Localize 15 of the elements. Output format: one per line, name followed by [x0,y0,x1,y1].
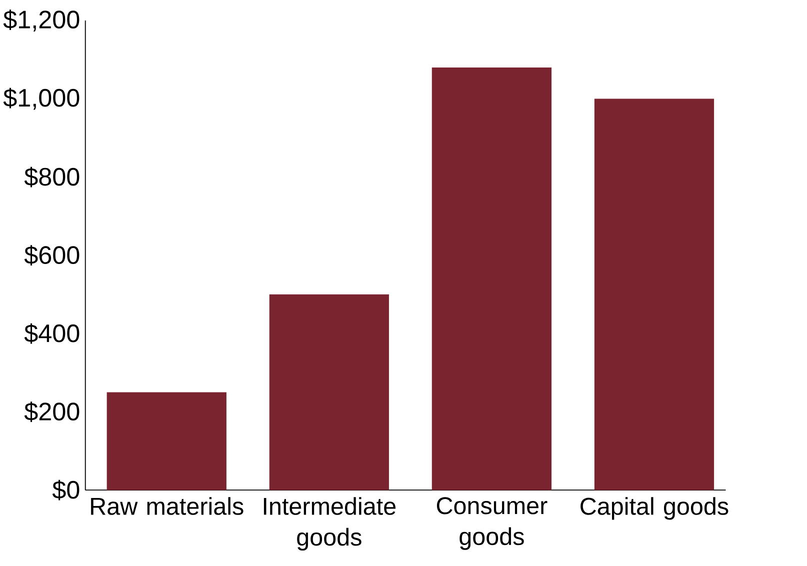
y-tick-label: $600 [24,245,80,266]
x-tick-label: Raw materials [91,497,244,516]
x-tick-label: Capital goods [580,497,728,520]
y-tick-label: $200 [24,402,80,422]
bar [269,294,389,490]
y-tick-label: $400 [24,324,80,344]
bar [432,68,552,490]
y-tick-label: $1,200 [3,10,80,32]
x-tick-label: Consumer goods [436,497,548,550]
y-tick-label: $1,000 [3,88,80,110]
x-tick-label: Intermediate goods [264,497,396,551]
bar [594,98,714,490]
y-tick-label: $800 [24,166,80,188]
y-tick-label: $0 [52,480,80,500]
bar [106,392,226,490]
